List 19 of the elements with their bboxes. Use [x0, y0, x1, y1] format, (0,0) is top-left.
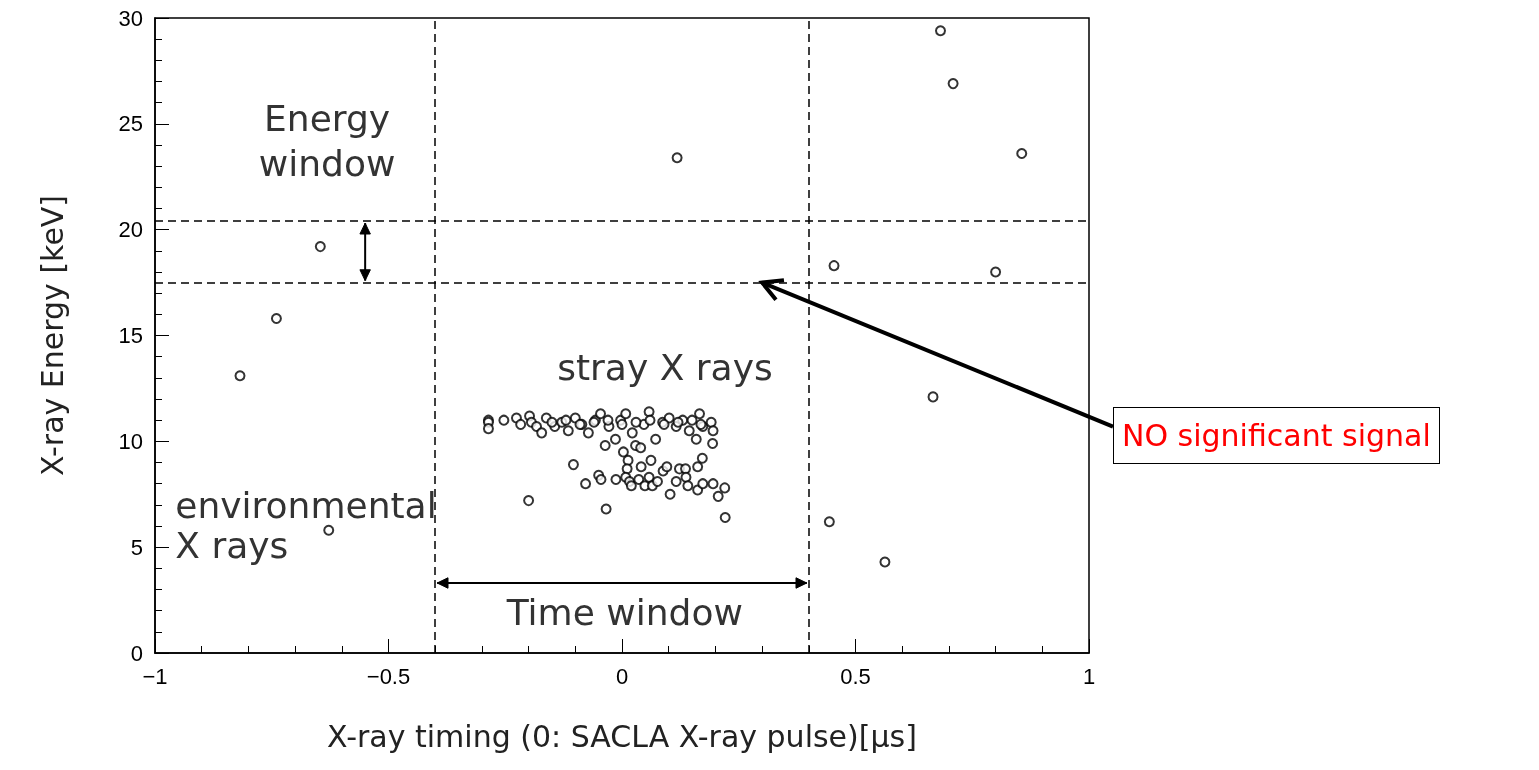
y-axis-title: X-ray Energy [keV]	[34, 194, 70, 477]
x-tick-label: −0.5	[366, 663, 411, 689]
annotation: Time window	[505, 590, 744, 635]
x-tick-label: 0.5	[840, 663, 871, 689]
annotation: environmental X rays	[175, 484, 438, 567]
x-tick-label: 0	[615, 663, 629, 689]
y-tick-label: 5	[130, 534, 143, 560]
x-tick-label: −1	[142, 663, 168, 689]
y-tick-label: 15	[118, 323, 143, 348]
y-tick-label: 20	[118, 217, 143, 243]
x-axis-title: X-ray timing (0: SACLA X-ray pulse)[μs]	[327, 718, 917, 754]
annotation: Energy window	[257, 97, 397, 187]
y-tick-label: 0	[130, 640, 143, 666]
y-tick-label: 25	[118, 111, 143, 137]
y-tick-label: 30	[118, 5, 143, 31]
y-tick-label: 10	[118, 428, 143, 454]
annotation: stray X rays	[556, 345, 774, 390]
annotation: NO significant signal	[1113, 406, 1440, 464]
x-tick-label: 1	[1082, 663, 1096, 689]
